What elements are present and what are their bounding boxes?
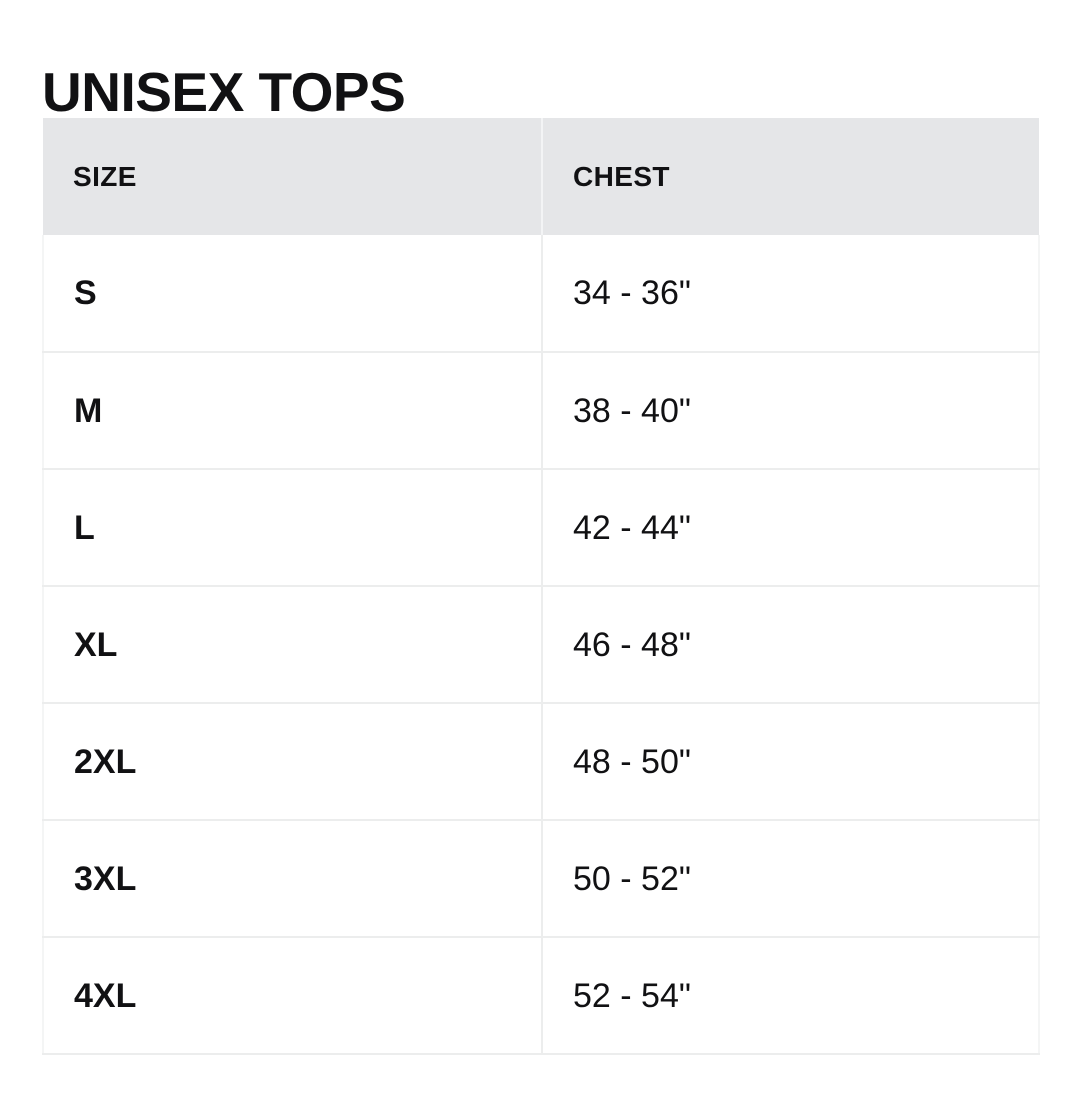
table-header-row: SIZE CHEST xyxy=(43,118,1039,235)
table-row: 4XL 52 - 54" xyxy=(42,937,1040,1055)
cell-chest: 46 - 48" xyxy=(542,586,1040,704)
table-row: S 34 - 36" xyxy=(42,235,1040,353)
cell-size: 4XL xyxy=(42,937,543,1055)
size-chart-table: SIZE CHEST S 34 - 36" M 38 - 40" L 42 - … xyxy=(42,118,1040,1055)
cell-size: L xyxy=(42,469,543,587)
size-chart-container: SIZE CHEST S 34 - 36" M 38 - 40" L 42 - … xyxy=(42,118,1040,1055)
page-title: UNISEX TOPS xyxy=(42,60,406,123)
cell-chest: 38 - 40" xyxy=(542,352,1040,470)
table-header: SIZE CHEST xyxy=(43,118,1039,235)
table-row: XL 46 - 48" xyxy=(42,586,1040,704)
table-row: M 38 - 40" xyxy=(42,352,1040,470)
table-body: S 34 - 36" M 38 - 40" L 42 - 44" XL 46 -… xyxy=(42,235,1040,1055)
cell-chest: 50 - 52" xyxy=(542,820,1040,938)
table-row: 3XL 50 - 52" xyxy=(42,820,1040,938)
cell-chest: 34 - 36" xyxy=(542,235,1040,353)
cell-chest: 42 - 44" xyxy=(542,469,1040,587)
cell-chest: 48 - 50" xyxy=(542,703,1040,821)
column-header-size: SIZE xyxy=(43,118,543,235)
cell-size: S xyxy=(42,235,543,353)
table-row: L 42 - 44" xyxy=(42,469,1040,587)
column-header-chest: CHEST xyxy=(542,118,1039,235)
table-row: 2XL 48 - 50" xyxy=(42,703,1040,821)
cell-size: XL xyxy=(42,586,543,704)
cell-size: 3XL xyxy=(42,820,543,938)
cell-size: 2XL xyxy=(42,703,543,821)
cell-chest: 52 - 54" xyxy=(542,937,1040,1055)
cell-size: M xyxy=(42,352,543,470)
